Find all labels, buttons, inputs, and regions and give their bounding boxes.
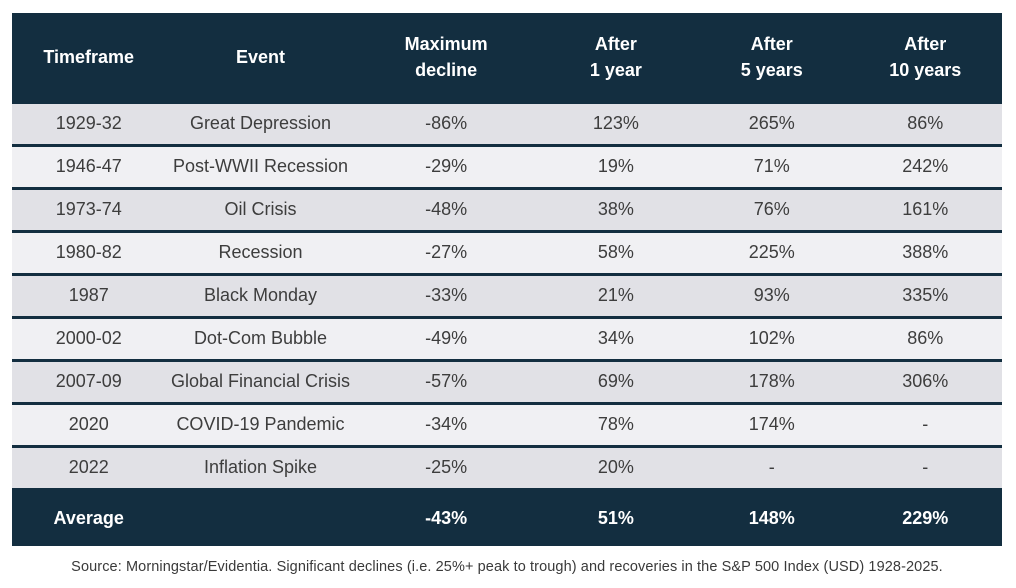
cell-average-after-10y: 229% [902,507,949,528]
cell-after-5y: 265% [748,113,795,133]
cell-event: Black Monday [203,285,317,305]
cell-event: Recession [218,242,303,262]
cell-average-after-1y: 51% [597,507,634,528]
cell-after-10y: - [922,414,929,434]
table-row-oil-crisis: 1973-74 Oil Crisis -48% 38% 76% 161% [12,188,1002,231]
cell-after-10y: 335% [902,285,949,305]
cell-max-decline: -29% [425,156,468,176]
cell-max-decline: -49% [425,328,468,348]
cell-after-1y: 20% [597,457,634,477]
cell-after-5y: 102% [748,328,795,348]
declines-recoveries-table-card: Timeframe Event Maximum decline After 1 … [12,13,1002,575]
cell-after-1y: 123% [592,113,639,133]
table-row-inflation-spike: 2022 Inflation Spike -25% 20% - - [12,446,1002,489]
table-row-dot-com-bubble: 2000-02 Dot-Com Bubble -49% 34% 102% 86% [12,317,1002,360]
cell-after-5y: 225% [748,242,795,262]
cell-after-1y: 78% [597,414,634,434]
table-row-great-depression: 1929-32 Great Depression -86% 123% 265% … [12,102,1002,145]
cell-max-decline: -86% [425,113,468,133]
declines-recoveries-table: Timeframe Event Maximum decline After 1 … [12,13,1002,546]
col-header-timeframe: Timeframe [43,46,135,67]
cell-event: Global Financial Crisis [170,371,350,391]
average-row: Average -43% 51% 148% 229% [12,489,1002,546]
cell-timeframe: 2022 [68,457,109,477]
cell-timeframe: 1946-47 [55,156,122,176]
cell-event: Inflation Spike [203,457,318,477]
cell-after-10y: 86% [907,113,944,133]
cell-after-5y: 93% [753,285,790,305]
cell-after-1y: 19% [597,156,634,176]
header-row: Timeframe Event Maximum decline After 1 … [12,13,1002,102]
cell-timeframe: 2007-09 [55,371,122,391]
cell-after-10y: 388% [902,242,949,262]
cell-after-10y: 161% [902,199,949,219]
cell-after-1y: 69% [597,371,634,391]
table-row-recession-1980: 1980-82 Recession -27% 58% 225% 388% [12,231,1002,274]
table-row-covid-19-pandemic: 2020 COVID-19 Pandemic -34% 78% 174% - [12,403,1002,446]
cell-after-5y: 174% [748,414,795,434]
cell-timeframe: 2020 [68,414,109,434]
table-row-post-wwii-recession: 1946-47 Post-WWII Recession -29% 19% 71%… [12,145,1002,188]
cell-after-1y: 58% [597,242,634,262]
cell-timeframe: 2000-02 [55,328,122,348]
col-header-event: Event [235,46,285,67]
cell-after-5y: 178% [748,371,795,391]
cell-event: Great Depression [189,113,332,133]
cell-timeframe: 1929-32 [55,113,122,133]
cell-max-decline: -57% [425,371,468,391]
col-header-after-1-year: After 1 year [589,33,642,80]
cell-timeframe: 1973-74 [55,199,122,219]
cell-after-1y: 21% [597,285,634,305]
cell-event: COVID-19 Pandemic [176,414,345,434]
cell-after-10y: 86% [907,328,944,348]
cell-max-decline: -48% [425,199,468,219]
cell-max-decline: -34% [425,414,468,434]
cell-after-5y: - [768,457,775,477]
cell-after-10y: 242% [902,156,949,176]
cell-average-max-decline: -43% [425,507,468,528]
cell-timeframe: 1987 [68,285,109,305]
col-header-maximum-decline: Maximum decline [404,33,488,80]
col-header-after-5-years: After 5 years [740,33,803,80]
cell-max-decline: -25% [425,457,468,477]
cell-event: Dot-Com Bubble [193,328,327,348]
cell-timeframe: 1980-82 [55,242,122,262]
cell-event: Post-WWII Recession [172,156,348,176]
cell-max-decline: -27% [425,242,468,262]
cell-after-5y: 71% [753,156,790,176]
cell-after-1y: 38% [597,199,634,219]
cell-average-after-5y: 148% [748,507,795,528]
cell-after-1y: 34% [597,328,634,348]
cell-after-10y: - [922,457,929,477]
table-row-black-monday: 1987 Black Monday -33% 21% 93% 335% [12,274,1002,317]
cell-average-event [165,489,355,546]
cell-after-10y: 306% [902,371,949,391]
cell-average-label: Average [53,507,124,528]
table-row-global-financial-crisis: 2007-09 Global Financial Crisis -57% 69%… [12,360,1002,403]
col-header-after-10-years: After 10 years [889,33,962,80]
cell-max-decline: -33% [425,285,468,305]
source-note: Source: Morningstar/Evidentia. Significa… [71,559,943,575]
cell-after-5y: 76% [753,199,790,219]
cell-event: Oil Crisis [224,199,297,219]
